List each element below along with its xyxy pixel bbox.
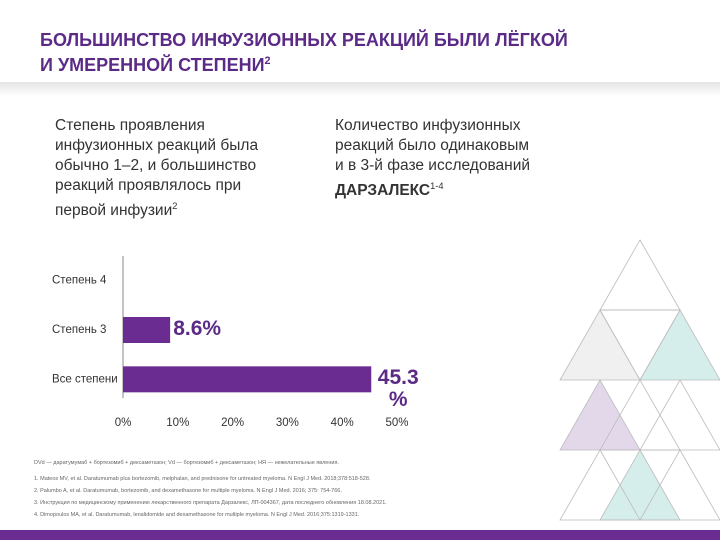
- title: БОЛЬШИНСТВО ИНФУЗИОННЫХ РЕАКЦИЙ БЫЛИ ЛЁГ…: [40, 30, 568, 76]
- brand: ДАРЗАЛЕКС: [335, 182, 431, 200]
- title-line: БОЛЬШИНСТВО ИНФУЗИОННЫХ РЕАКЦИЙ БЫЛИ ЛЁГ…: [40, 30, 568, 50]
- title-sup: 2: [264, 55, 271, 67]
- bottom-bar: [0, 530, 720, 540]
- y-tick-label: Степень 4: [52, 275, 107, 287]
- text-line: Количество инфузионных: [335, 117, 521, 134]
- right-text: Количество инфузионных реакций было один…: [335, 116, 530, 201]
- y-tick-label: Все степени: [52, 373, 118, 385]
- text-line: ДАРЗАЛЕКС1-4: [335, 176, 530, 201]
- x-tick-label: 50%: [385, 417, 408, 429]
- text-line: реакций было одинаковым: [335, 137, 530, 154]
- sup: 2: [172, 201, 178, 211]
- x-tick-label: 20%: [221, 417, 244, 429]
- sup: 1-4: [430, 181, 444, 191]
- text-line: инфузионных реакций была: [55, 137, 259, 154]
- text-line: Степень проявления: [55, 117, 205, 134]
- x-tick-label: 0%: [115, 417, 132, 429]
- text-line: обычно 1–2, и большинство: [55, 157, 257, 174]
- value-label: 8.6%: [173, 317, 222, 340]
- x-tick-label: 10%: [166, 417, 189, 429]
- left-text: Степень проявления инфузионных реакций б…: [55, 116, 258, 221]
- decor-triangles: [559, 239, 720, 521]
- footnote: DVd — даратумумаб + бортезомиб + дексаме…: [34, 460, 339, 466]
- footnote: 3. Инструкция по медицинскому применению…: [34, 500, 387, 506]
- bar: [123, 366, 372, 393]
- text-line: и в 3-й фазе исследований: [335, 157, 531, 174]
- footnotes: DVd — даратумумаб + бортезомиб + дексаме…: [34, 457, 387, 521]
- footnote: 2. Palumbo A, et al. Daratumumab, bortez…: [34, 488, 342, 494]
- x-tick-label: 30%: [276, 417, 299, 429]
- value-label: 45.3 %: [377, 366, 419, 412]
- title-line-text: И УМЕРЕННОЙ СТЕПЕНИ: [40, 55, 265, 75]
- text: первой инфузии: [55, 202, 173, 220]
- footnote: 1. Mateos MV, et al. Daratumumab plus bo…: [34, 476, 371, 482]
- header-shadow: [0, 82, 720, 96]
- bar: [123, 317, 171, 343]
- x-tick-label: 40%: [331, 417, 354, 429]
- text-line: реакций проявлялось при: [55, 177, 242, 194]
- text-line: первой инфузии2: [55, 196, 258, 221]
- y-tick-label: Степень 3: [52, 324, 106, 336]
- title-line: И УМЕРЕННОЙ СТЕПЕНИ2: [40, 51, 568, 76]
- footnote: 4. Dimopoulos MA, et al. Daratumumab, le…: [34, 512, 360, 518]
